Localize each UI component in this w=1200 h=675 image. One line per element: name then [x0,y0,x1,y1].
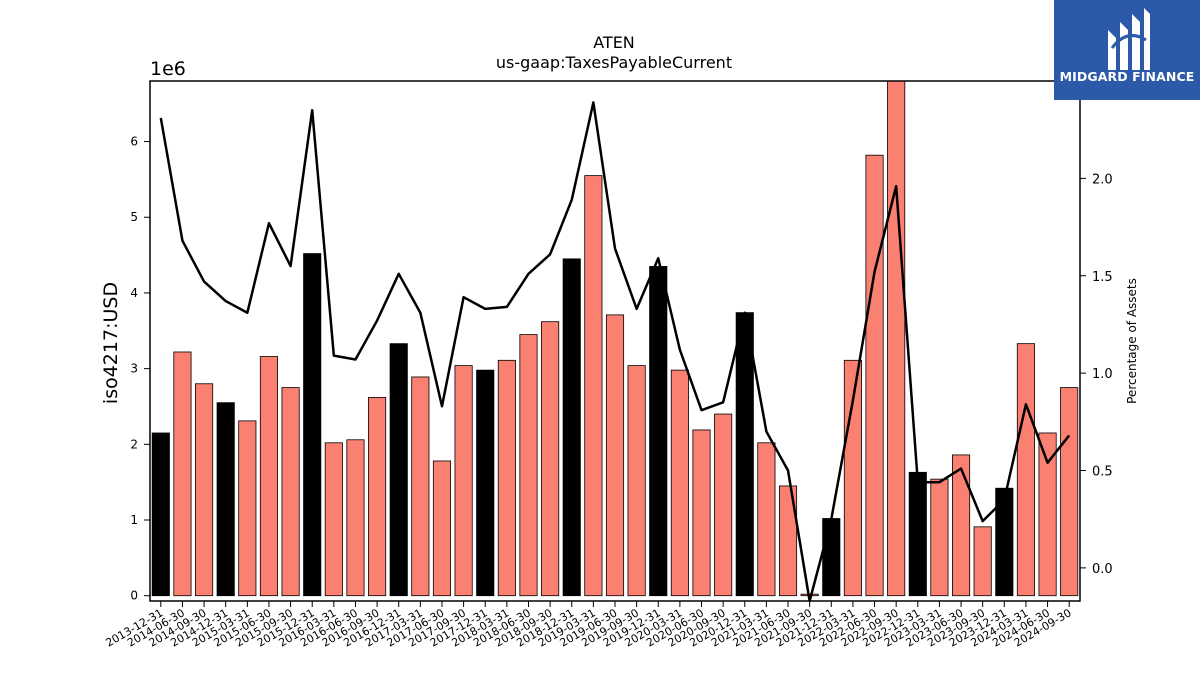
bar [368,396,387,597]
bar [216,402,235,597]
y2-axis-ticks: 0.0 0.5 1.0 1.5 2.0 [1080,172,1113,577]
bar [778,485,798,597]
bar [324,442,343,597]
bar [627,365,646,597]
bar [562,258,581,597]
bar [389,343,408,597]
bar [541,321,560,597]
bar [584,175,603,597]
y2-tick-label: 0.0 [1092,562,1113,577]
bar [714,413,733,597]
bar [1016,343,1035,597]
bar [151,432,170,597]
bar [735,312,754,597]
bar [346,439,365,597]
y-axis-ticks: 0 1 2 3 4 5 6 [130,135,150,603]
bar [519,334,538,597]
y2-tick-label: 0.5 [1092,465,1113,480]
y-tick-label: 5 [130,210,138,224]
y-tick-label: 4 [130,286,138,300]
bar [432,460,452,597]
chart-title: ATEN [593,33,635,52]
bar [195,383,214,597]
y2-axis-label: Percentage of Assets [1125,278,1139,404]
bar [1038,432,1057,597]
x-axis-ticks: 2013-12-312014-06-302014-09-302014-12-31… [103,601,1074,650]
logo-mark-icon [1108,8,1150,70]
percentage-line [159,101,1071,603]
logo: MIDGARD FINANCE [1054,0,1200,100]
bar [303,253,322,597]
bar [930,478,949,597]
y2-tick-label: 2.0 [1092,172,1113,187]
logo-text: MIDGARD FINANCE [1059,69,1195,84]
y2-tick-label: 1.5 [1092,270,1113,285]
bar-layer [151,80,1079,597]
bar [952,454,971,597]
bar [670,369,689,597]
bar [454,365,473,597]
bar [973,526,992,597]
y-tick-label: 1 [130,513,138,527]
bar [649,266,668,597]
y-multiplier-label: 1e6 [150,58,186,80]
y-tick-label: 2 [130,437,138,451]
y-tick-label: 6 [130,135,138,149]
y-tick-label: 0 [130,589,138,603]
y-tick-label: 3 [130,362,138,376]
bar [865,154,884,597]
bar [887,80,906,597]
bar [822,518,841,597]
chart-subtitle: us-gaap:TaxesPayableCurrent [496,53,732,72]
bar [908,471,927,597]
bar [238,420,257,597]
bar [497,359,516,597]
bar [173,351,192,597]
y-axis-label: iso4217:USD [100,282,122,404]
line-layer [159,101,1071,603]
bar [281,387,300,597]
bar [995,487,1014,597]
bar [605,314,625,597]
bar [259,356,278,597]
bar [1060,387,1079,597]
y2-tick-label: 1.0 [1092,367,1113,382]
bar [476,369,495,597]
bar [411,376,430,597]
bar [757,442,776,597]
bar [692,429,711,597]
